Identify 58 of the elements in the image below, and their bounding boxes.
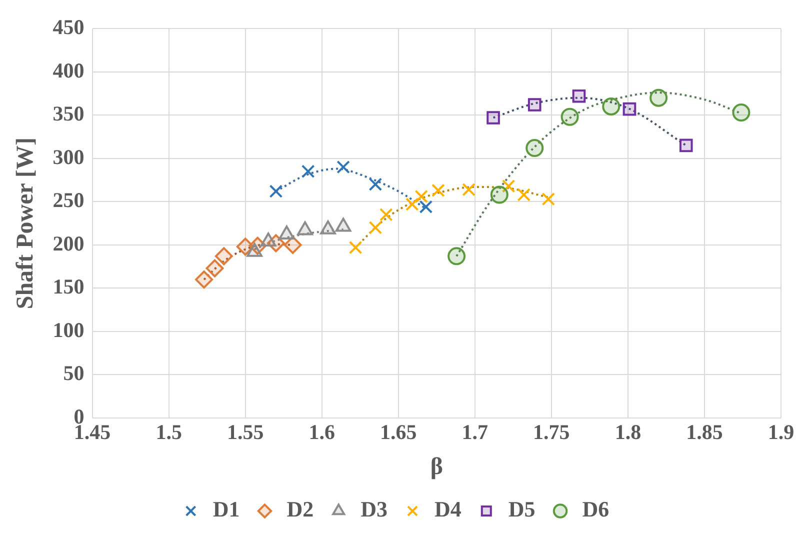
y-tick-label: 50 [63,361,84,386]
y-tick-label: 100 [52,318,84,342]
point [526,139,544,158]
x-tick-label: 1.75 [533,420,570,444]
point [336,160,350,174]
point [517,188,531,202]
point [379,208,393,222]
legend-label: D3 [360,496,388,522]
point [206,259,224,278]
point [368,220,382,234]
point [490,186,508,204]
x-tick-label: 1.8 [614,420,642,444]
line-series [274,168,427,210]
point [572,89,586,103]
point [486,111,500,124]
legend-label: D4 [434,496,462,522]
point [542,192,556,206]
point [679,138,693,152]
point [301,164,315,178]
point [462,182,476,196]
point [284,236,302,254]
x-tick-label: 1.65 [380,420,417,444]
point [732,104,750,122]
legend-label: D5 [508,496,536,522]
y-tick-label: 150 [52,274,84,299]
y-tick-label: 250 [52,188,84,212]
x-tick-label: 1.55 [226,420,264,444]
point [414,190,428,204]
point [419,200,433,214]
point [368,178,382,192]
point [214,247,233,266]
y-tick-label: 350 [52,102,84,126]
legend-label: D6 [582,496,610,522]
point [622,102,636,116]
x-tick-label: 1.7 [462,420,488,444]
y-tick-label: 400 [52,58,84,82]
x-tick-label: 1.85 [686,420,723,444]
point [560,108,579,126]
legend-label: D2 [286,496,314,522]
x-tick-label: 1.5 [156,420,182,444]
point [528,98,542,112]
y-tick-label: 450 [52,15,84,40]
point [602,97,620,116]
y-axis-title: Shaft Power [W] [12,138,39,310]
x-tick-label: 1.6 [308,420,335,444]
point [650,88,668,107]
legend-label: D1 [212,496,240,522]
point [448,247,466,266]
point [269,184,283,198]
point [348,240,362,254]
y-tick-label: 300 [52,144,84,169]
y-tick-label: 200 [52,231,84,256]
point [406,198,419,211]
point [432,184,445,198]
point [195,270,214,289]
x-tick-label: 1.9 [768,420,794,444]
point [502,179,516,193]
x-axis-title: β [430,454,443,480]
